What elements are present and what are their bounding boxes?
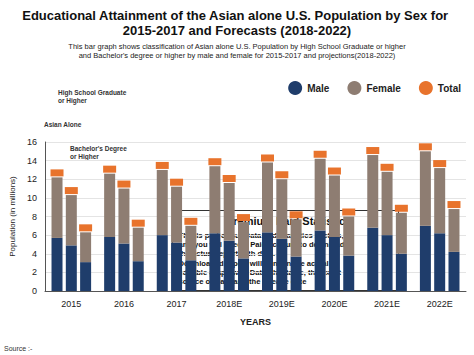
svg-text:2019E: 2019E — [269, 299, 295, 309]
svg-text:0: 0 — [32, 286, 37, 296]
svg-text:and Bachelor's degree or highe: and Bachelor's degree or higher by male … — [79, 51, 396, 60]
svg-text:Downloaded report will contain: Downloaded report will contain the actua… — [179, 259, 329, 268]
svg-text:Educational Attainment of the: Educational Attainment of the Asian alon… — [22, 8, 452, 23]
svg-text:14: 14 — [27, 156, 37, 166]
svg-text:4: 4 — [32, 249, 37, 259]
svg-text:16: 16 — [27, 137, 37, 147]
svg-text:Population (in millions): Population (in millions) — [8, 176, 17, 257]
svg-text:Female: Female — [366, 83, 401, 94]
svg-text:YEARS: YEARS — [240, 317, 271, 327]
svg-text:10: 10 — [27, 193, 37, 203]
svg-text:2015-2017 and Forecasts (2018-: 2015-2017 and Forecasts (2018-2022) — [123, 23, 351, 38]
svg-text:2: 2 — [32, 267, 37, 277]
svg-text:and you will need a Paid accou: and you will need a Paid account to down… — [178, 239, 345, 249]
svg-text:6: 6 — [32, 230, 37, 240]
svg-text:8: 8 — [32, 212, 37, 222]
svg-text:2022E: 2022E — [427, 299, 453, 309]
svg-text:2020E: 2020E — [321, 299, 347, 309]
svg-text:Source :-: Source :- — [4, 345, 33, 352]
svg-text:2015: 2015 — [61, 299, 81, 309]
svg-text:Asian Alone: Asian Alone — [44, 121, 82, 128]
svg-text:or Higher: or Higher — [58, 97, 87, 105]
svg-text:2018E: 2018E — [216, 299, 242, 309]
svg-text:12: 12 — [27, 174, 37, 184]
svg-text:Male: Male — [307, 83, 330, 94]
svg-text:2017: 2017 — [167, 299, 187, 309]
svg-text:2016: 2016 — [114, 299, 134, 309]
svg-text:This bar graph shows classific: This bar graph shows classification of A… — [68, 42, 406, 51]
svg-text:or Higher: or Higher — [70, 153, 99, 161]
svg-text:High School Graduate: High School Graduate — [58, 89, 127, 97]
svg-text:2021E: 2021E — [374, 299, 400, 309]
svg-text:Total: Total — [438, 83, 461, 94]
svg-text:Bachelor's Degree: Bachelor's Degree — [70, 145, 127, 153]
